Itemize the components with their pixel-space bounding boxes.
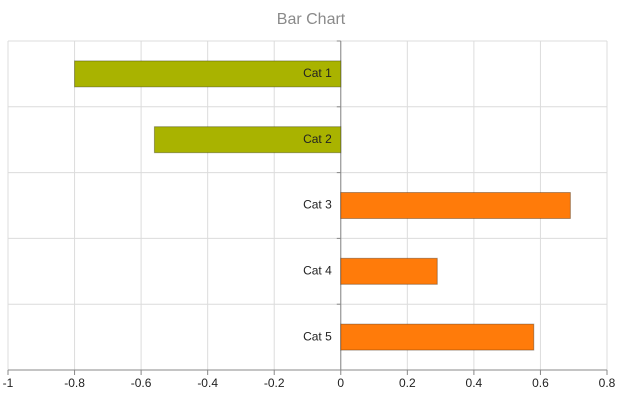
bar <box>340 192 571 219</box>
x-tick-label: -0.8 <box>64 376 85 390</box>
x-tick-label: -0.4 <box>197 376 218 390</box>
category-label: Cat 4 <box>303 263 332 277</box>
bar <box>340 257 438 285</box>
x-tick-label: 0.8 <box>599 376 616 390</box>
bar <box>340 323 535 351</box>
category-label: Cat 1 <box>303 66 332 80</box>
x-tick-label: -0.2 <box>264 376 285 390</box>
x-tick-label: 0.4 <box>466 376 483 390</box>
x-tick-label: 0.2 <box>399 376 416 390</box>
category-label: Cat 2 <box>303 132 332 146</box>
bar <box>153 126 342 154</box>
category-label: Cat 3 <box>303 198 332 212</box>
x-tick-label: -0.6 <box>131 376 152 390</box>
category-label: Cat 5 <box>303 329 332 343</box>
x-tick-label: -1 <box>3 376 14 390</box>
x-tick-label: 0 <box>337 376 344 390</box>
chart-title: Bar Chart <box>277 11 346 28</box>
x-tick-label: 0.6 <box>532 376 549 390</box>
bar <box>74 60 342 88</box>
